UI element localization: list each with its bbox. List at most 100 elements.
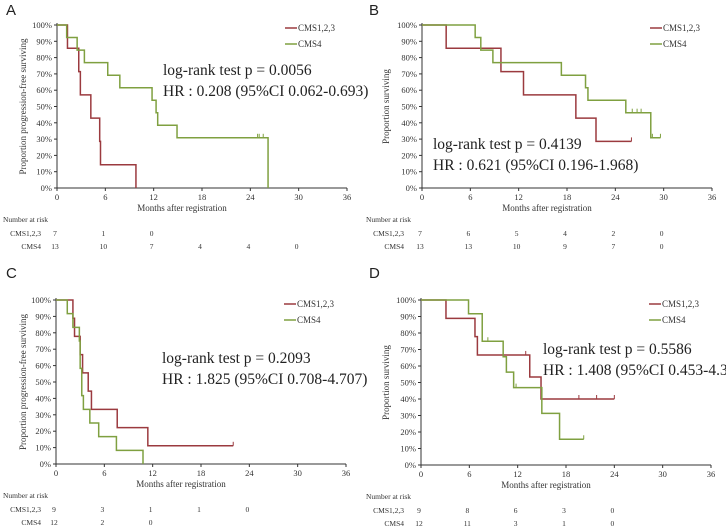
- y-tick-label: 100%: [32, 20, 52, 30]
- legend-label: CMS1,2,3: [297, 299, 335, 309]
- x-tick-label: 6: [103, 192, 107, 202]
- x-tick-label: 30: [658, 469, 667, 479]
- survival-curve-cms123: [422, 24, 632, 143]
- y-tick-label: 70%: [36, 69, 52, 79]
- risk-table-title: Number at risk: [366, 215, 411, 224]
- km-panel-a: A 0% 10% 20% 30% 40% 50% 60% 70% 80% 90% 100% 0 6 12 18…: [3, 2, 368, 251]
- risk-row-label: CMS4: [21, 518, 41, 526]
- y-tick-label: 10%: [400, 444, 416, 454]
- y-tick-label: 100%: [397, 20, 417, 30]
- risk-count: 4: [246, 242, 250, 251]
- x-tick-label: 24: [610, 469, 619, 479]
- legend-label: CMS4: [297, 315, 321, 325]
- y-tick-label: 60%: [36, 85, 52, 95]
- risk-count: 6: [466, 229, 470, 238]
- x-tick-label: 30: [294, 192, 303, 202]
- y-tick-label: 90%: [35, 311, 51, 321]
- risk-count: 13: [465, 242, 473, 251]
- y-tick-label: 50%: [401, 102, 417, 112]
- y-tick-label: 0%: [40, 459, 51, 469]
- x-tick-label: 30: [659, 192, 668, 202]
- y-tick-label: 10%: [401, 167, 417, 177]
- panel-label: A: [6, 2, 16, 19]
- y-tick-label: 90%: [401, 36, 417, 46]
- y-axis-title: Proportion surviving: [381, 345, 391, 420]
- risk-count: 0: [610, 506, 614, 515]
- stats-annotation: HR : 1.408 (95%CI 0.453-4.373): [543, 362, 726, 379]
- risk-count: 2: [611, 229, 615, 238]
- x-axis-title: Months after registration: [501, 480, 591, 490]
- risk-count: 12: [50, 518, 58, 526]
- risk-row-label: CMS1,2,3: [10, 505, 41, 514]
- risk-row-label: CMS1,2,3: [10, 229, 41, 238]
- risk-table-title: Number at risk: [366, 492, 411, 501]
- risk-count: 8: [465, 506, 469, 515]
- y-tick-label: 100%: [31, 295, 51, 305]
- stats-annotation: log-rank test p = 0.0056: [163, 62, 312, 79]
- survival-curve-cms4: [56, 299, 144, 464]
- y-tick-label: 40%: [401, 118, 417, 128]
- stats-annotation: HR : 0.208 (95%CI 0.062-0.693): [163, 83, 368, 100]
- y-tick-label: 80%: [35, 328, 51, 338]
- risk-count: 7: [150, 242, 154, 251]
- risk-count: 3: [562, 506, 566, 515]
- y-tick-label: 50%: [400, 378, 416, 388]
- risk-count: 4: [198, 242, 202, 251]
- x-tick-label: 6: [468, 192, 472, 202]
- y-tick-label: 0%: [406, 183, 417, 193]
- x-tick-label: 18: [562, 469, 571, 479]
- x-tick-label: 0: [420, 192, 424, 202]
- risk-row-label: CMS4: [21, 242, 41, 251]
- x-tick-label: 12: [149, 192, 158, 202]
- x-tick-label: 0: [55, 192, 59, 202]
- x-axis-title: Months after registration: [137, 203, 227, 213]
- y-tick-label: 80%: [401, 53, 417, 63]
- x-tick-label: 36: [708, 192, 717, 202]
- y-tick-label: 40%: [35, 393, 51, 403]
- x-tick-label: 36: [342, 468, 351, 478]
- y-tick-label: 30%: [36, 134, 52, 144]
- y-tick-label: 50%: [36, 102, 52, 112]
- risk-count: 3: [100, 505, 104, 514]
- legend-label: CMS1,2,3: [298, 23, 336, 33]
- survival-curve-cms123: [56, 299, 234, 447]
- stats-annotation: log-rank test p = 0.2093: [162, 350, 311, 367]
- risk-count: 0: [245, 505, 249, 514]
- risk-row-label: CMS4: [384, 519, 404, 526]
- risk-count: 2: [100, 518, 104, 526]
- y-tick-label: 20%: [400, 427, 416, 437]
- risk-count: 0: [610, 519, 614, 526]
- risk-count: 0: [660, 242, 664, 251]
- legend-label: CMS4: [298, 39, 322, 49]
- risk-count: 13: [416, 242, 424, 251]
- x-tick-label: 18: [197, 468, 206, 478]
- risk-row-label: CMS1,2,3: [373, 229, 404, 238]
- risk-count: 1: [101, 229, 105, 238]
- stats-annotation: HR : 0.621 (95%CI 0.196-1.968): [433, 157, 638, 174]
- x-tick-label: 6: [102, 468, 106, 478]
- y-tick-label: 60%: [401, 85, 417, 95]
- risk-count: 1: [149, 505, 153, 514]
- y-tick-label: 0%: [405, 460, 416, 470]
- risk-count: 10: [100, 242, 108, 251]
- risk-count: 1: [197, 505, 201, 514]
- risk-count: 3: [514, 519, 518, 526]
- y-tick-label: 80%: [400, 328, 416, 338]
- y-tick-label: 70%: [400, 345, 416, 355]
- x-tick-label: 12: [148, 468, 157, 478]
- stats-annotation: log-rank test p = 0.4139: [433, 136, 582, 153]
- risk-row-label: CMS4: [384, 242, 404, 251]
- km-panel-b: B 0% 10% 20% 30% 40% 50% 60% 70% 80% 90% 100% 0 6 12 18…: [366, 2, 716, 251]
- y-tick-label: 80%: [36, 53, 52, 63]
- y-tick-label: 50%: [35, 377, 51, 387]
- x-tick-label: 0: [419, 469, 423, 479]
- y-tick-label: 30%: [400, 411, 416, 421]
- risk-count: 11: [464, 519, 471, 526]
- km-panel-c: C0%10%20%30%40%50%60%70%80%90%100%0 6 12 18…: [3, 265, 367, 526]
- risk-count: 0: [149, 518, 153, 526]
- y-tick-label: 20%: [35, 426, 51, 436]
- x-tick-label: 0: [54, 468, 58, 478]
- legend-label: CMS4: [662, 315, 686, 325]
- y-tick-label: 0%: [41, 183, 52, 193]
